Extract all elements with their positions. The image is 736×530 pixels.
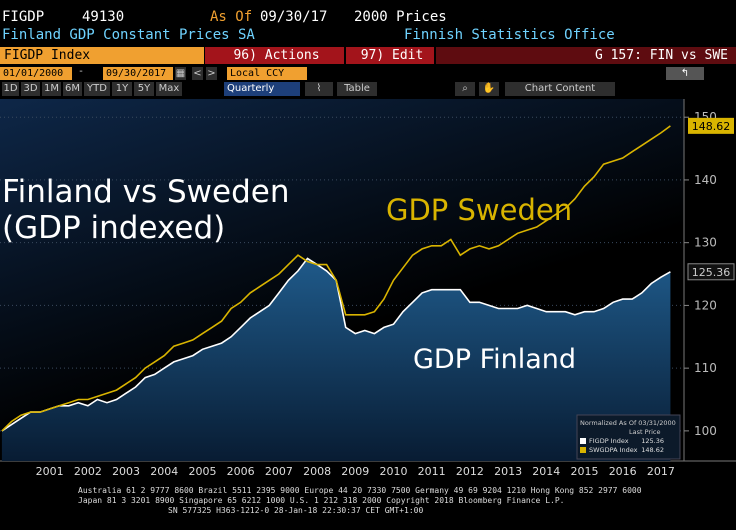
security-field[interactable]: FIGDP Index (0, 47, 204, 64)
period-button[interactable]: 1M (42, 82, 61, 96)
ticker: FIGDP (2, 9, 45, 25)
x-tick-label: 2007 (265, 465, 293, 478)
end-date[interactable]: 09/30/2017 (103, 67, 173, 80)
chart-name[interactable]: G 157: FIN vs SWE (436, 47, 736, 64)
actions-button[interactable]: 96) Actions (205, 47, 344, 64)
prev[interactable]: < (192, 67, 203, 80)
period-button[interactable]: 1Y (112, 82, 132, 96)
chart-title: Finland vs Sweden (GDP indexed) (2, 174, 290, 246)
dash: - (78, 66, 85, 77)
next[interactable]: > (206, 67, 217, 80)
x-tick-label: 2003 (112, 465, 140, 478)
y-tick-label: 120 (694, 298, 717, 312)
x-tick-label: 2011 (418, 465, 446, 478)
edit-button[interactable]: 97) Edit (346, 47, 434, 64)
x-tick-label: 2006 (227, 465, 255, 478)
chart-content[interactable]: Chart Content (505, 82, 615, 96)
legend-value: 125.36 (641, 437, 664, 445)
y-tick-label: 110 (694, 361, 717, 375)
start-date[interactable]: 01/01/2000 (0, 67, 72, 80)
zoom[interactable]: ⌕ (455, 82, 475, 96)
x-tick-label: 2002 (74, 465, 102, 478)
x-tick-label: 2009 (341, 465, 369, 478)
legend-label: SWGDPA Index (589, 446, 638, 454)
line (1, 125, 671, 432)
last-price-tag (688, 117, 734, 134)
frequency[interactable]: Quarterly (224, 82, 300, 96)
legend-box (576, 414, 681, 460)
x-tick-label: 2004 (150, 465, 178, 478)
description: Finland GDP Constant Prices SA (2, 27, 255, 43)
x-tick-label: 2005 (188, 465, 216, 478)
legend-title: Normalized As Of 03/31/2000 (580, 419, 676, 427)
last-price-tag (687, 263, 735, 281)
table-button[interactable]: Table (337, 82, 377, 96)
chart-icon[interactable]: ⌇ (305, 82, 333, 96)
y-tick-label: 140 (694, 173, 717, 187)
period-button[interactable]: 6M (63, 82, 82, 96)
x-tick-label: 2014 (532, 465, 560, 478)
source: Finnish Statistics Office (404, 27, 615, 43)
prices: 2000 Prices (354, 9, 447, 25)
x-tick-label: 2015 (570, 465, 598, 478)
footer-line: Japan 81 3 3201 8900 Singapore 65 6212 1… (78, 496, 565, 505)
period-button[interactable]: YTD (84, 82, 110, 96)
annotation: GDP Sweden (386, 193, 572, 227)
period-button[interactable]: 1D (2, 82, 19, 96)
legend-column: Last Price (629, 428, 660, 436)
y-tick-label: 130 (694, 236, 717, 250)
period-button[interactable]: 5Y (134, 82, 154, 96)
calendar[interactable]: ▦ (175, 67, 186, 80)
legend-swatch (580, 447, 586, 453)
last-price-label: 148.62 (692, 120, 731, 133)
x-tick-label: 2001 (36, 465, 64, 478)
footer-line: SN 577325 H363-1212-0 28-Jan-18 22:30:37… (168, 506, 424, 515)
x-tick-label: 2010 (379, 465, 407, 478)
x-tick-label: 2012 (456, 465, 484, 478)
legend-label: FIGDP Index (589, 437, 629, 445)
x-tick-label: 2017 (647, 465, 675, 478)
code: 49130 (82, 9, 125, 25)
footer-line: Australia 61 2 9777 8600 Brazil 5511 239… (78, 486, 642, 495)
x-tick-label: 2008 (303, 465, 331, 478)
y-tick-label: 100 (694, 424, 717, 438)
as-of-label: As Of (210, 9, 253, 25)
as-of-date: 09/30/17 (260, 9, 328, 25)
x-tick-label: 2013 (494, 465, 522, 478)
currency[interactable]: Local CCY (227, 67, 307, 80)
period-button[interactable]: Max (156, 82, 182, 96)
legend-value: 148.62 (641, 446, 664, 454)
last-price-label: 125.36 (692, 266, 731, 279)
undo[interactable]: ↰ (666, 67, 704, 80)
legend-swatch (580, 438, 586, 444)
annotation: GDP Finland (413, 344, 576, 375)
period-button[interactable]: 3D (21, 82, 40, 96)
x-tick-label: 2016 (609, 465, 637, 478)
hand[interactable]: ✋ (479, 82, 499, 96)
